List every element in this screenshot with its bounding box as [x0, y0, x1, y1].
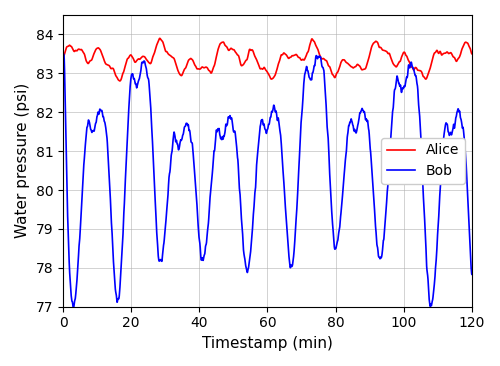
- Alice: [60, 55, 66, 59]
- Bob: [92, 126, 98, 130]
- Alice: [72, 49, 78, 54]
- Alice: [246, 49, 252, 53]
- Bob: [105, 154, 111, 158]
- Y-axis label: Water pressure (psi): Water pressure (psi): [15, 83, 30, 239]
- Alice: [92, 50, 98, 55]
- Alice: [469, 52, 475, 56]
- Alice: [406, 60, 412, 65]
- X-axis label: Timestamp (min): Timestamp (min): [202, 336, 333, 351]
- Bob: [60, 52, 66, 56]
- Bob: [70, 307, 76, 311]
- Line: Bob: Bob: [63, 54, 472, 309]
- Line: Alice: Alice: [63, 38, 472, 81]
- Legend: Alice, Bob: Alice, Bob: [382, 138, 465, 184]
- Alice: [105, 63, 111, 67]
- Alice: [116, 78, 122, 83]
- Alice: [117, 79, 123, 83]
- Bob: [406, 65, 412, 70]
- Bob: [246, 264, 252, 268]
- Bob: [469, 272, 475, 276]
- Bob: [116, 292, 122, 296]
- Alice: [157, 36, 163, 41]
- Bob: [72, 300, 78, 304]
